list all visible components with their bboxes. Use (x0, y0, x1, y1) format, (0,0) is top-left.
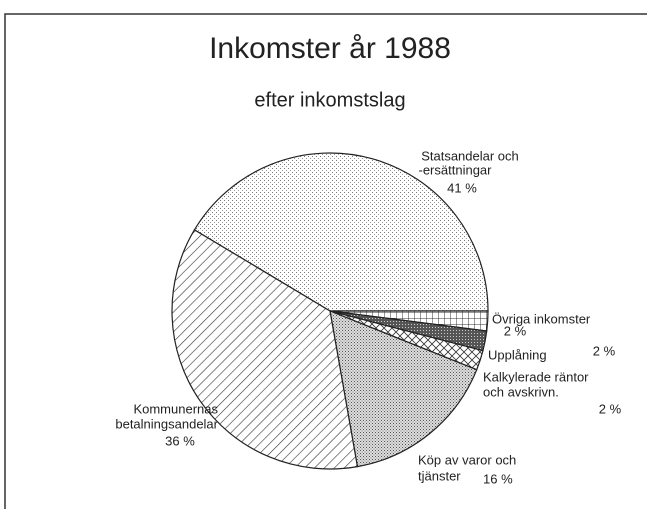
slice-label: och avskrivn. (483, 384, 559, 399)
pie-slice (193, 152, 489, 312)
value-label: 2 % (599, 401, 622, 416)
slice-label: Kalkylerade räntor (483, 369, 589, 384)
chart-subtitle: efter inkomstslag (254, 89, 405, 111)
slice-label: Statsandelar och (421, 148, 519, 163)
slice-label: Upplåning (488, 347, 547, 362)
value-label: 36 % (165, 433, 195, 448)
slice-label: Övriga inkomster (492, 311, 591, 326)
slice-label: Kommunernas (133, 401, 218, 416)
value-label: 16 % (483, 471, 513, 486)
pie-slice (329, 310, 478, 468)
chart-title: Inkomster år 1988 (209, 32, 451, 65)
value-label: 2 % (593, 343, 616, 358)
value-label: 2 % (504, 323, 527, 338)
slice-label: -ersättningar (419, 162, 493, 177)
frame (4, 13, 647, 509)
value-label: 41 % (447, 180, 477, 195)
slice-label: betalningsandelar (115, 416, 218, 431)
slice-label: Köp av varor och (418, 452, 516, 467)
pie-slice (171, 229, 359, 470)
slice-label: tjänster (418, 468, 461, 483)
